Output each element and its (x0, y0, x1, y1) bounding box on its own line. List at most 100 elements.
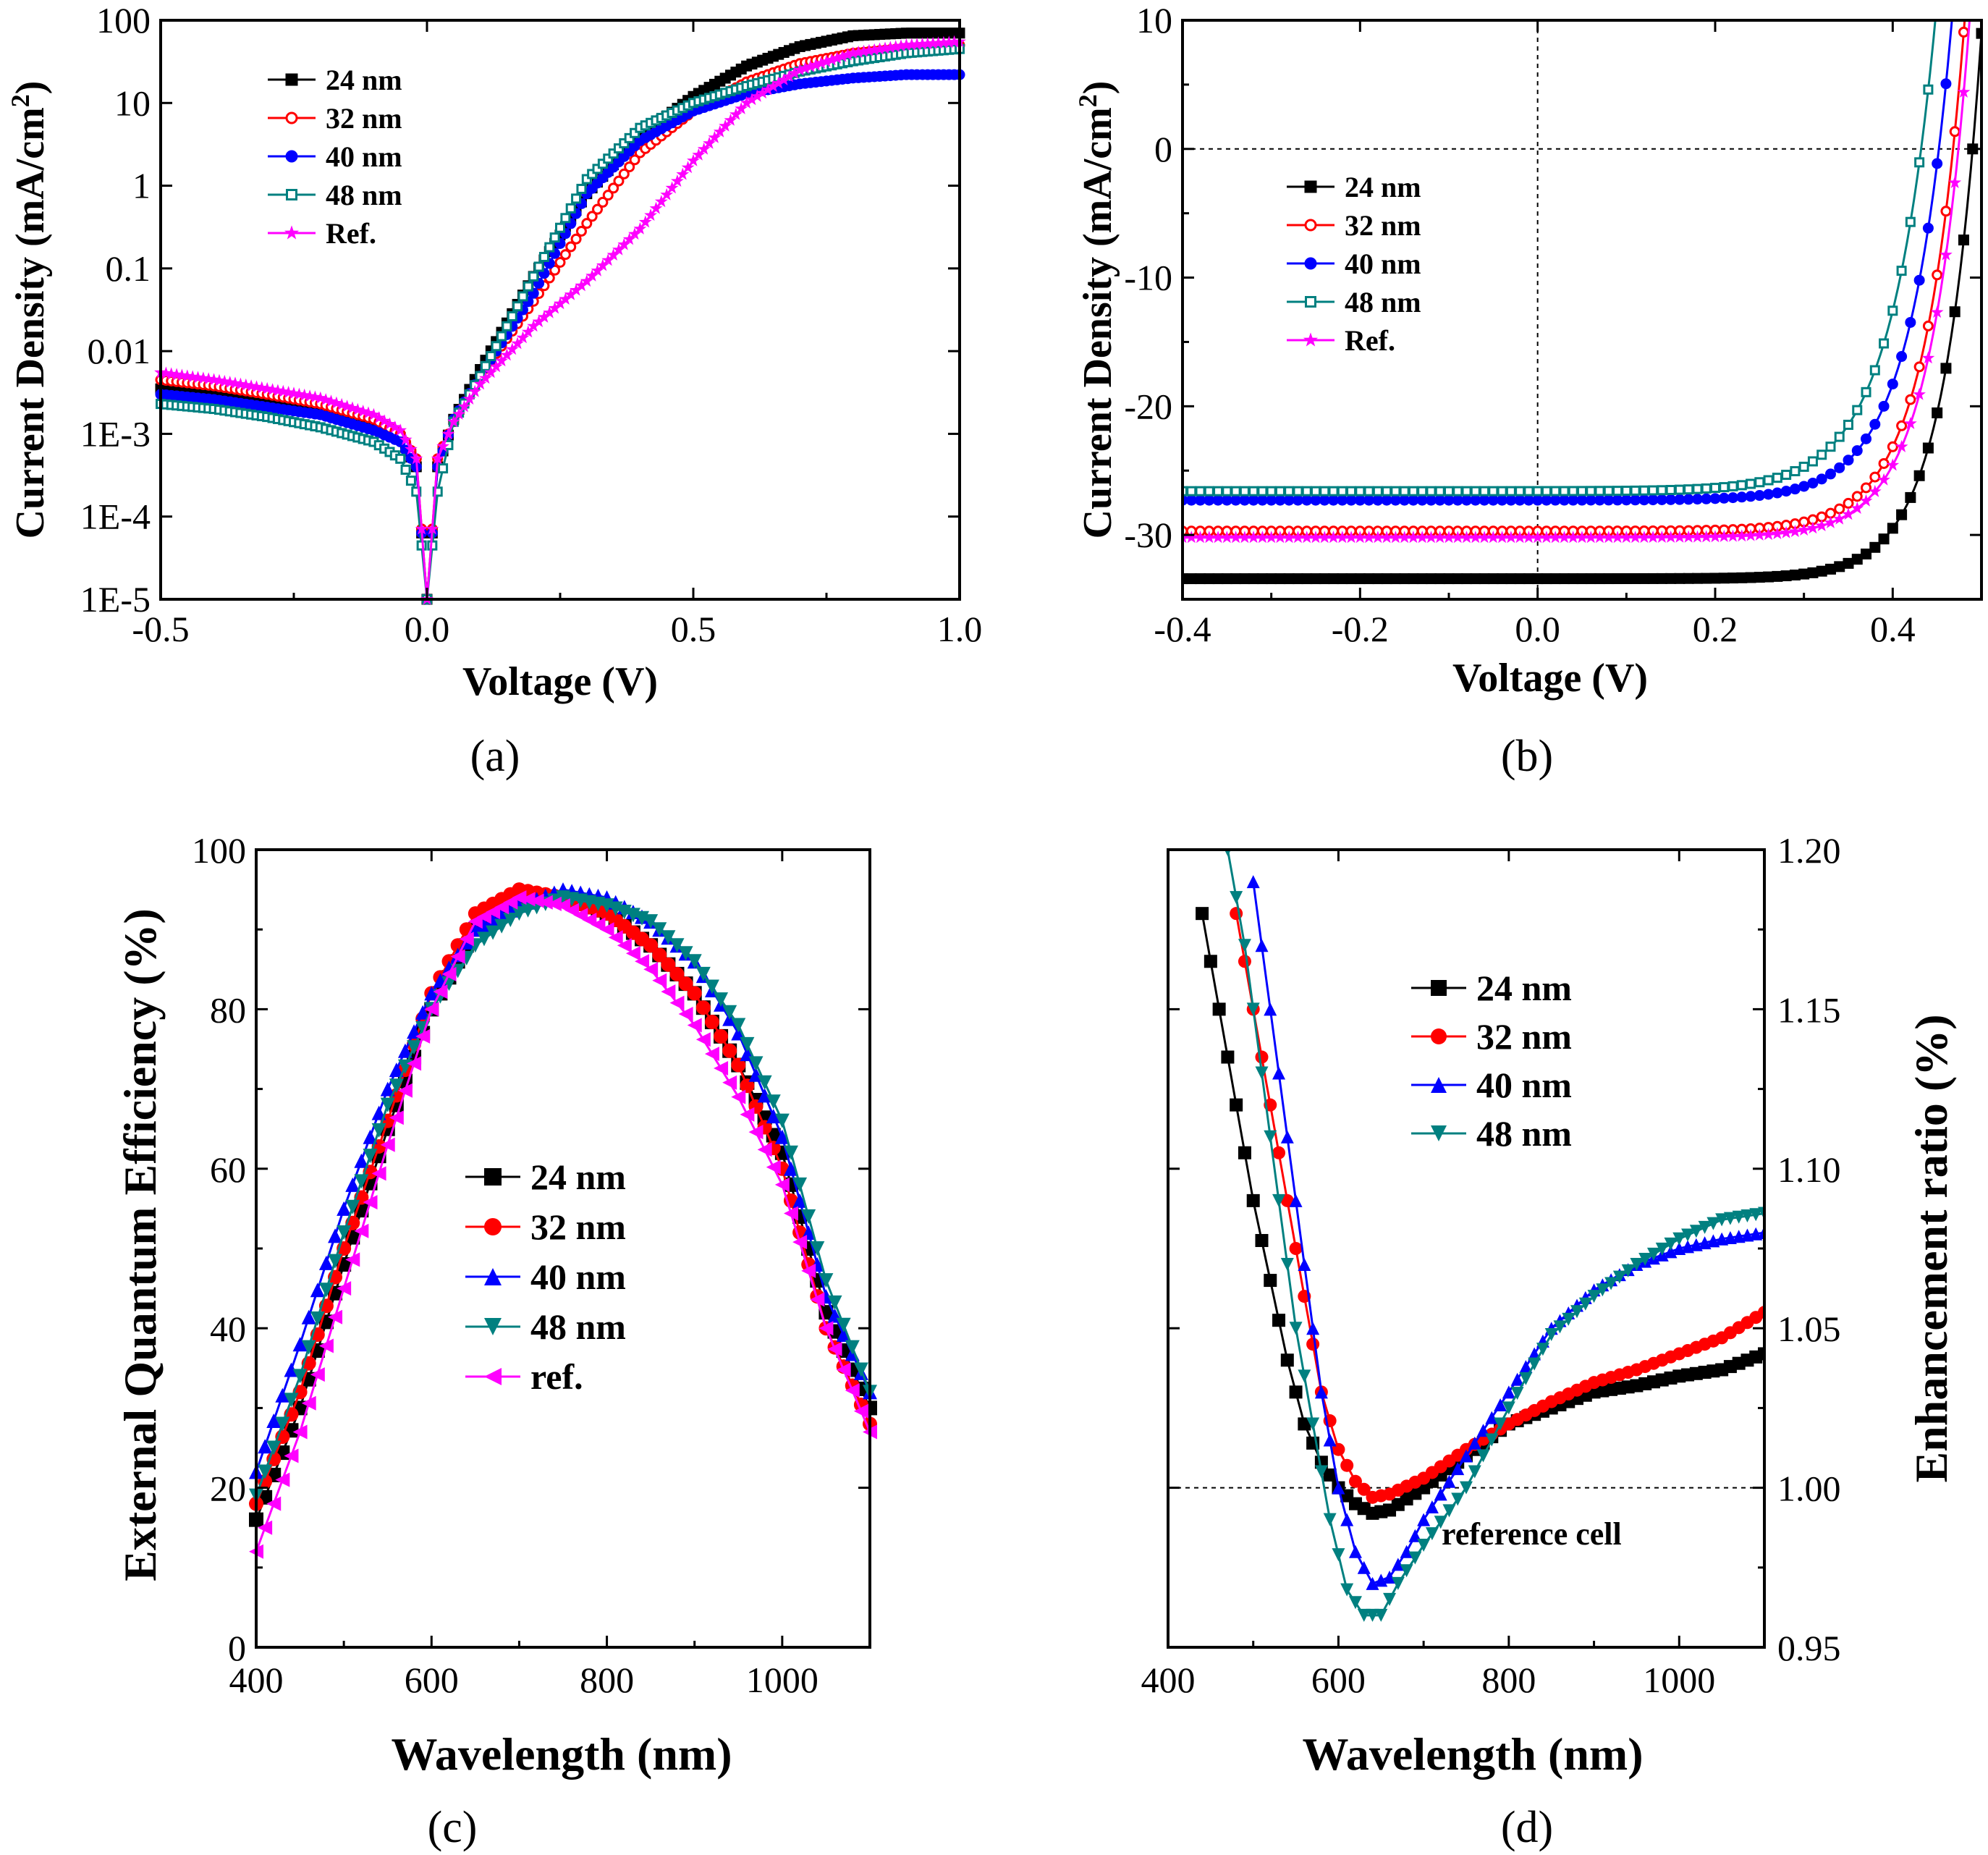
data-point (1655, 1242, 1669, 1256)
y-tick-label: 100 (96, 0, 151, 41)
data-point (1878, 400, 1890, 412)
data-point (1878, 533, 1890, 545)
x-axis-label: Voltage (V) (1452, 656, 1648, 701)
data-point (1425, 1500, 1439, 1514)
data-point (756, 86, 769, 99)
data-point (1594, 573, 1606, 585)
data-point (405, 442, 418, 455)
legend-label: 24 nm (530, 1157, 626, 1197)
data-point (1905, 491, 1916, 503)
data-point (1638, 494, 1650, 506)
data-point (1861, 548, 1872, 559)
data-point (660, 187, 674, 200)
data-point (1340, 1458, 1354, 1472)
data-point (1825, 441, 1836, 452)
data-point (1366, 1608, 1379, 1622)
data-point (729, 107, 743, 120)
data-point (1363, 573, 1375, 585)
data-point (1682, 530, 1696, 543)
data-point (346, 401, 359, 414)
data-point (1620, 573, 1632, 585)
data-point (1807, 477, 1819, 489)
data-point (1612, 486, 1623, 497)
data-point (1470, 486, 1481, 497)
data-point (661, 984, 676, 1000)
data-point (424, 986, 439, 1001)
data-point (719, 119, 732, 132)
data-point (1691, 530, 1704, 543)
data-point (1532, 486, 1543, 497)
data-point (1372, 486, 1383, 497)
data-point (1460, 531, 1473, 544)
data-point (654, 195, 668, 208)
data-point (1185, 494, 1197, 506)
data-point (678, 1007, 693, 1022)
panel-label: (a) (470, 732, 520, 781)
data-point (669, 938, 685, 953)
data-point (1255, 939, 1269, 952)
data-point (1301, 494, 1313, 506)
data-point (538, 310, 551, 323)
data-point (1289, 1385, 1303, 1399)
y-tick-label: -30 (1124, 515, 1172, 555)
data-point (328, 1228, 343, 1243)
data-point (275, 1472, 290, 1487)
data-point (389, 1062, 404, 1078)
data-point (652, 922, 667, 937)
data-point (1638, 572, 1650, 584)
data-point (1505, 531, 1518, 544)
data-point (301, 1340, 316, 1355)
series-48nm (1224, 850, 1764, 1622)
data-point (521, 325, 535, 338)
data-point (345, 1252, 360, 1267)
data-point (266, 1496, 282, 1511)
data-point (661, 957, 676, 972)
data-point (1284, 486, 1295, 497)
data-point (771, 76, 785, 89)
data-point (1656, 494, 1667, 505)
data-point (1452, 486, 1463, 497)
data-point (318, 1283, 334, 1298)
data-point (576, 183, 587, 194)
data-point (1280, 1130, 1294, 1144)
data-point (345, 1177, 360, 1192)
data-point (592, 164, 603, 174)
data-point (1922, 442, 1934, 454)
data-point (450, 949, 465, 964)
data-point (1932, 158, 1943, 169)
data-point (1585, 494, 1596, 506)
data-point (1834, 561, 1845, 572)
data-point (459, 931, 474, 947)
data-point (1630, 485, 1641, 496)
data-point (1850, 502, 1864, 514)
data-point (669, 995, 685, 1010)
data-point (573, 908, 588, 923)
chart-b: -0.4 -0.2 0.0 0.2 0.4 -30 -20 -10 0 10 24 nm 32 nm 4… (1073, 0, 1983, 781)
data-point (1745, 491, 1756, 502)
data-point (1896, 266, 1907, 276)
data-point (644, 208, 657, 221)
data-point (1479, 573, 1490, 585)
data-point (1204, 955, 1217, 968)
data-point (1291, 531, 1305, 544)
data-point (1657, 485, 1667, 496)
data-point (1408, 494, 1419, 506)
data-point (489, 360, 503, 373)
data-point (1400, 1564, 1413, 1578)
data-point (1710, 483, 1720, 494)
data-point (543, 305, 557, 318)
legend-label: 40 nm (1476, 1065, 1572, 1105)
data-point (1460, 1449, 1473, 1463)
data-point (1732, 1210, 1746, 1224)
data-point (1470, 573, 1481, 585)
legend-marker (1431, 980, 1447, 996)
data-point (921, 37, 934, 50)
data-point (494, 900, 509, 915)
data-point (761, 83, 774, 96)
data-point (1540, 531, 1553, 544)
data-point (1280, 1258, 1294, 1272)
data-point (766, 1159, 781, 1175)
data-point (1532, 494, 1544, 506)
data-point (1354, 573, 1366, 585)
data-point (1293, 486, 1303, 497)
